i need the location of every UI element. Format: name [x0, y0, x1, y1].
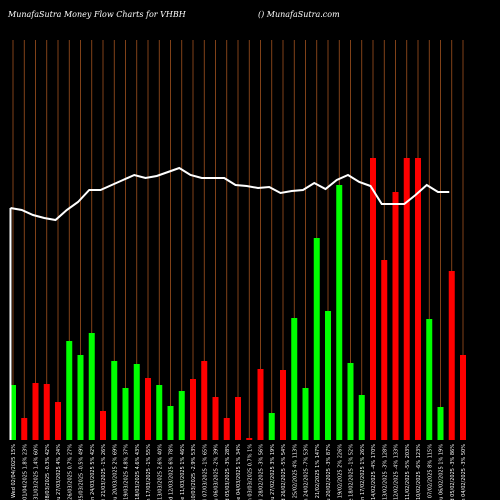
flow-bar	[313, 238, 320, 440]
x-tick-label: Thu 20/02/2025 -3% 87%	[326, 444, 332, 500]
x-tick-label: Wed 19/02/2025 2% 226%	[337, 444, 343, 500]
flow-bar	[133, 364, 140, 440]
flow-bar	[448, 271, 455, 440]
flow-bar	[88, 333, 95, 440]
x-tick-label: Mon 31/03/2025 1.4% 60%	[34, 444, 40, 500]
trend-line	[10, 166, 450, 222]
flow-bar	[111, 361, 118, 440]
trend-line-group	[9, 166, 450, 440]
flow-bar	[403, 158, 410, 440]
flow-bar	[178, 391, 185, 440]
x-tick-label: Fri 21/02/2025 1% 147%	[315, 444, 321, 500]
flow-bar	[66, 341, 73, 440]
x-tick-label: Wed 26/03/2025 0.7% 27%	[67, 444, 73, 500]
x-tick-label: Mon 03/03/2025 0.7% 1%	[247, 444, 253, 500]
x-tick-label: Wed 05/03/2025 -3% 28%	[225, 444, 231, 500]
flow-bar	[212, 397, 219, 440]
x-tick-label: Thu 13/03/2025 2.6% 40%	[157, 444, 163, 500]
flow-bar	[223, 418, 230, 440]
site-credit: () MunafaSutra.com	[258, 10, 340, 19]
flow-bar	[21, 418, 28, 440]
flow-bar	[122, 388, 129, 440]
flow-bar	[32, 383, 39, 440]
flow-bar	[156, 385, 163, 440]
x-tick-label: Mon 17/02/2025 1% 26%	[360, 444, 366, 500]
flow-bar	[302, 388, 309, 440]
flow-bar	[43, 384, 50, 440]
x-tick-label: Tue 25/03/2025 -0.5% 49%	[79, 444, 85, 500]
flow-bar	[392, 192, 399, 440]
flow-bar	[325, 311, 331, 440]
x-tick-label: Fri 14/02/2025 -4% 170%	[371, 444, 377, 500]
flow-bar	[190, 379, 196, 440]
flow-bar	[257, 369, 264, 440]
x-tick-label: Mon 10/03/2025 -2.9% 53%	[191, 444, 197, 500]
x-tick-labels: Wed 02/04/2025 15% Tue 01/04/2025 1.8% 23…	[11, 444, 467, 500]
x-tick-label: Wed 12/02/2025 -4% 133%	[394, 444, 400, 500]
flow-bar	[437, 407, 444, 440]
flow-bar	[268, 413, 275, 440]
chart-title: MunafaSutra Money Flow Charts for VHBH	[8, 10, 186, 19]
x-tick-label: Mon 24/02/2025 -7% 53%	[304, 444, 310, 500]
flow-bar	[291, 318, 298, 440]
x-tick-label: Fri 21/03/2025 -1% 26%	[101, 444, 107, 500]
flow-bar	[426, 319, 433, 440]
x-tick-label: Mon 17/03/2025 -1% 55%	[146, 444, 152, 500]
x-tick-label: Wed 05/02/2025 -3% 86%	[450, 444, 456, 500]
flow-bar	[246, 438, 253, 440]
x-tick-label: Fri 28/02/2025 -3% 56%	[259, 444, 265, 500]
flow-bar	[460, 355, 466, 440]
x-tick-label: Thu 06/02/2025 1% 19%	[439, 444, 445, 500]
x-tick-label: Tue 18/03/2025 4.6% 43%	[135, 444, 141, 500]
x-tick-label: Tue 18/02/2025 -1% 52%	[349, 444, 355, 500]
flow-bar	[370, 158, 376, 440]
x-tick-label: Mon 10/02/2025 -6% 123%	[416, 444, 422, 500]
flow-bar	[347, 363, 354, 440]
flow-bar	[415, 158, 421, 440]
chart-header: MunafaSutra Money Flow Charts for VHBH (…	[0, 0, 500, 40]
flow-bar	[336, 185, 343, 440]
x-tick-label: Fri 28/03/2025 -0.3% 42%	[45, 444, 51, 500]
x-tick-label: Wed 19/03/2025 4.8% 37%	[124, 444, 130, 500]
flow-bar	[55, 402, 61, 440]
x-tick-label: Thu 20/03/2025 2% 69%	[112, 444, 118, 500]
x-tick-label: Mon 24/03/2025 5% 42%	[90, 444, 96, 500]
x-tick-label: Thu 13/02/2025 -3% 128%	[382, 444, 388, 500]
x-tick-label: Tue 25/02/2025 4% 113%	[292, 444, 298, 500]
flow-bar	[358, 395, 365, 440]
x-tick-label: Tue 11/02/2025 -5% 203%	[405, 444, 411, 500]
flow-bar	[381, 260, 388, 440]
x-tick-label: Wed 02/04/2025 15%	[11, 444, 17, 498]
flow-bar	[235, 397, 241, 440]
x-tick-label: Tue 11/03/2025 1% 46%	[180, 444, 186, 500]
x-tick-label: Fri 07/02/2025 8% 115%	[427, 444, 433, 500]
flow-bars	[10, 158, 466, 440]
x-tick-label: Wed 26/02/2025 -5% 54%	[281, 444, 287, 500]
flow-bar	[10, 385, 16, 440]
flow-bar	[280, 370, 286, 440]
x-tick-label: Tue 01/04/2025 1.8% 23%	[22, 444, 28, 500]
x-tick-label: Tue 04/03/2025 1% 34%	[236, 444, 242, 500]
x-tick-label: Thu 27/02/2025 3% 19%	[270, 444, 276, 500]
x-tick-label: Tue 04/02/2025 -3% 50%	[461, 444, 467, 500]
x-tick-label: Thu 06/03/2025 -2% 39%	[214, 444, 220, 500]
flow-bar	[167, 406, 174, 440]
flow-bar	[100, 411, 106, 440]
flow-bar	[145, 378, 151, 440]
x-tick-label: Fri 07/03/2025 -1% 65%	[202, 444, 208, 500]
x-tick-label: Wed 12/03/2025 6% 78%	[169, 444, 175, 500]
x-tick-label: Thu 27/03/2025 4% 24%	[56, 444, 62, 500]
flow-bar	[77, 355, 84, 440]
flow-bar	[201, 361, 208, 440]
